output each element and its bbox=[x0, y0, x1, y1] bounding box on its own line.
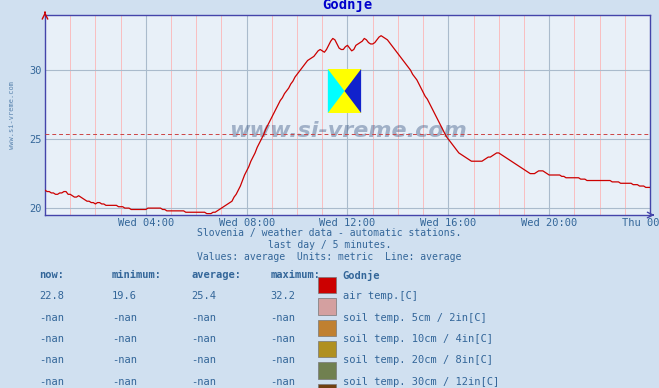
Title: Godnje: Godnje bbox=[322, 0, 372, 12]
Text: Godnje: Godnje bbox=[343, 270, 380, 281]
Text: soil temp. 30cm / 12in[C]: soil temp. 30cm / 12in[C] bbox=[343, 377, 499, 387]
Text: minimum:: minimum: bbox=[112, 270, 162, 280]
Text: soil temp. 5cm / 2in[C]: soil temp. 5cm / 2in[C] bbox=[343, 313, 486, 323]
Text: -nan: -nan bbox=[40, 334, 65, 344]
Text: -nan: -nan bbox=[40, 355, 65, 365]
Text: 19.6: 19.6 bbox=[112, 291, 137, 301]
Text: www.si-vreme.com: www.si-vreme.com bbox=[229, 121, 467, 141]
Text: -nan: -nan bbox=[112, 377, 137, 387]
Text: soil temp. 20cm / 8in[C]: soil temp. 20cm / 8in[C] bbox=[343, 355, 493, 365]
Text: -nan: -nan bbox=[112, 334, 137, 344]
Text: 32.2: 32.2 bbox=[270, 291, 295, 301]
Text: -nan: -nan bbox=[191, 355, 216, 365]
Text: -nan: -nan bbox=[270, 355, 295, 365]
Text: -nan: -nan bbox=[112, 313, 137, 323]
Text: soil temp. 10cm / 4in[C]: soil temp. 10cm / 4in[C] bbox=[343, 334, 493, 344]
Text: www.si-vreme.com: www.si-vreme.com bbox=[9, 81, 14, 149]
Text: -nan: -nan bbox=[191, 377, 216, 387]
Text: now:: now: bbox=[40, 270, 65, 280]
Text: -nan: -nan bbox=[270, 334, 295, 344]
Text: -nan: -nan bbox=[270, 377, 295, 387]
Text: -nan: -nan bbox=[191, 313, 216, 323]
Text: Slovenia / weather data - automatic stations.: Slovenia / weather data - automatic stat… bbox=[197, 228, 462, 238]
Text: -nan: -nan bbox=[40, 377, 65, 387]
Bar bbox=[328, 69, 361, 113]
Text: 22.8: 22.8 bbox=[40, 291, 65, 301]
Text: maximum:: maximum: bbox=[270, 270, 320, 280]
Text: -nan: -nan bbox=[191, 334, 216, 344]
Text: -nan: -nan bbox=[40, 313, 65, 323]
Text: last day / 5 minutes.: last day / 5 minutes. bbox=[268, 240, 391, 250]
Text: Values: average  Units: metric  Line: average: Values: average Units: metric Line: aver… bbox=[197, 252, 462, 262]
Polygon shape bbox=[328, 69, 345, 113]
Polygon shape bbox=[345, 69, 361, 113]
Text: air temp.[C]: air temp.[C] bbox=[343, 291, 418, 301]
Text: -nan: -nan bbox=[112, 355, 137, 365]
Text: average:: average: bbox=[191, 270, 241, 280]
Text: 25.4: 25.4 bbox=[191, 291, 216, 301]
Text: -nan: -nan bbox=[270, 313, 295, 323]
